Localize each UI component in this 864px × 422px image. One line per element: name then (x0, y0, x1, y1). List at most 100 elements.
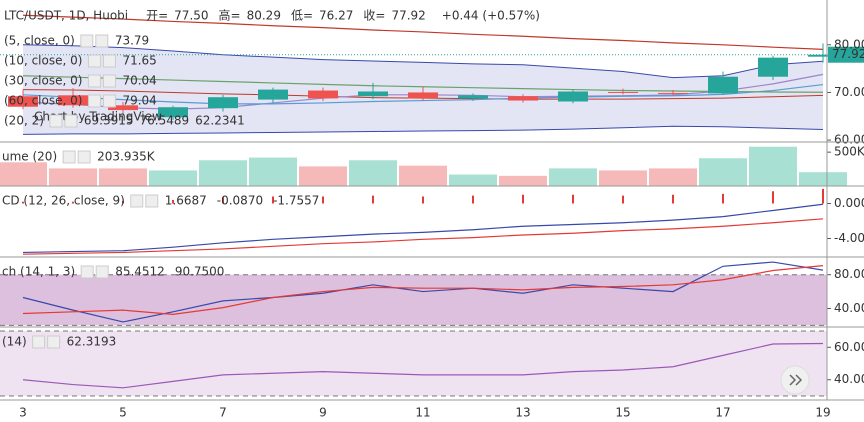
histogram-bar (772, 191, 774, 204)
volume-bar (699, 158, 747, 186)
volume-bar (199, 160, 247, 186)
legend-text: 80.29 (247, 9, 281, 23)
candle-body (208, 97, 238, 109)
histogram-bar (822, 188, 824, 204)
legend-text: 1.6687 (165, 194, 207, 208)
histogram-bar (322, 196, 324, 204)
y-tick-label: 40.00 (834, 372, 864, 386)
volume-bar (299, 166, 347, 186)
histogram-bar (172, 199, 174, 204)
volume-bar (749, 146, 797, 186)
histogram-bar (522, 194, 524, 204)
legend-text: 低= (291, 9, 313, 23)
legend-text: 收= (363, 9, 385, 23)
legend-icon (32, 335, 46, 349)
band-fill (0, 331, 827, 396)
candle-body (758, 57, 788, 77)
legend-text: (20, 2) (4, 114, 44, 128)
volume-bar (0, 162, 47, 186)
legend-text: 76.5489 (140, 114, 190, 128)
histogram-bar (372, 195, 374, 204)
legend-text: 77.50 (174, 9, 208, 23)
histogram-bar (672, 194, 674, 204)
y-tick-label: 40.00 (834, 301, 864, 315)
legend-icon (130, 194, 144, 208)
x-tick-label: 15 (615, 406, 630, 420)
legend-text: 76.27 (319, 9, 353, 23)
legend-icon (77, 150, 91, 164)
x-tick-label: 13 (515, 406, 530, 420)
volume-bar (349, 160, 397, 186)
legend-text: 70.04 (122, 74, 156, 88)
volume-bar (599, 170, 647, 186)
legend-icon (145, 194, 159, 208)
candle-body (658, 92, 688, 94)
legend-icon (95, 34, 109, 48)
y-tick-label: 60.00 (834, 340, 864, 354)
legend-icon (102, 74, 116, 88)
legend-text: (60, close, 0) (4, 94, 82, 108)
candle-body (108, 105, 138, 111)
y-tick-label: 70.00 (834, 85, 864, 99)
candle-body (258, 89, 288, 100)
candle-body (458, 95, 488, 99)
histogram-bar (572, 194, 574, 204)
indicator-line (22, 14, 824, 50)
indicator-line (22, 265, 824, 315)
legend-text: -0.0870 (217, 194, 263, 208)
legend-text: ch (14, 1, 3) (2, 265, 75, 279)
candle-body (308, 90, 338, 99)
volume-bar (399, 165, 447, 186)
legend-text: 73.79 (115, 34, 149, 48)
x-tick-label: 17 (715, 406, 730, 420)
volume-bar (799, 172, 847, 186)
bollinger-line (22, 125, 824, 135)
y-tick-label: 80.00 (834, 267, 864, 281)
candle-body (158, 107, 188, 118)
indicator-line (22, 75, 824, 93)
legend-icon (49, 114, 63, 128)
histogram-bar (722, 193, 724, 204)
volume-bar (149, 170, 197, 186)
last-price-box (828, 46, 864, 63)
histogram-bar (222, 197, 224, 204)
candle-body (558, 91, 588, 102)
legend-text: +0.44 (+0.57%) (442, 9, 540, 23)
histogram-bar (622, 195, 624, 204)
volume-bar (549, 168, 597, 186)
legend-text: 69.3915 (84, 114, 134, 128)
legend-text: 62.3193 (67, 335, 117, 349)
legend-icon (47, 335, 61, 349)
x-tick-label: 11 (415, 406, 430, 420)
legend-text: CD (12, 26, close, 9) (2, 194, 125, 208)
legend-text: 85.4512 (115, 265, 165, 279)
volume-bar (99, 168, 147, 186)
volume-bar (49, 168, 97, 186)
candle-body (508, 96, 538, 101)
y-tick-label: 500K (834, 145, 864, 159)
candle-body (8, 96, 38, 107)
legend-icon (87, 54, 101, 68)
histogram-bar (72, 201, 74, 204)
legend-text: 高= (219, 8, 241, 23)
legend-text: (10, close, 0) (4, 54, 82, 68)
y-tick-label: -4.000 (834, 231, 864, 245)
indicator-line (22, 342, 824, 389)
histogram-bar (422, 196, 424, 204)
candle-body (58, 95, 88, 106)
legend-icon (80, 265, 94, 279)
legend-icon (62, 150, 76, 164)
last-price-label: 77.92 (832, 47, 864, 61)
volume-bar (649, 168, 697, 186)
y-tick-label: 0.000 (834, 196, 864, 210)
x-tick-label: 5 (119, 406, 127, 420)
candle-body (408, 92, 438, 99)
legend-icon (102, 94, 116, 108)
candle-body (708, 76, 738, 94)
x-tick-label: 9 (319, 406, 327, 420)
legend-icon (87, 94, 101, 108)
legend-icon (64, 114, 78, 128)
legend-text: 开= (146, 9, 168, 23)
legend-text: (14) (2, 335, 27, 349)
legend-text: (5, close, 0) (4, 34, 75, 48)
